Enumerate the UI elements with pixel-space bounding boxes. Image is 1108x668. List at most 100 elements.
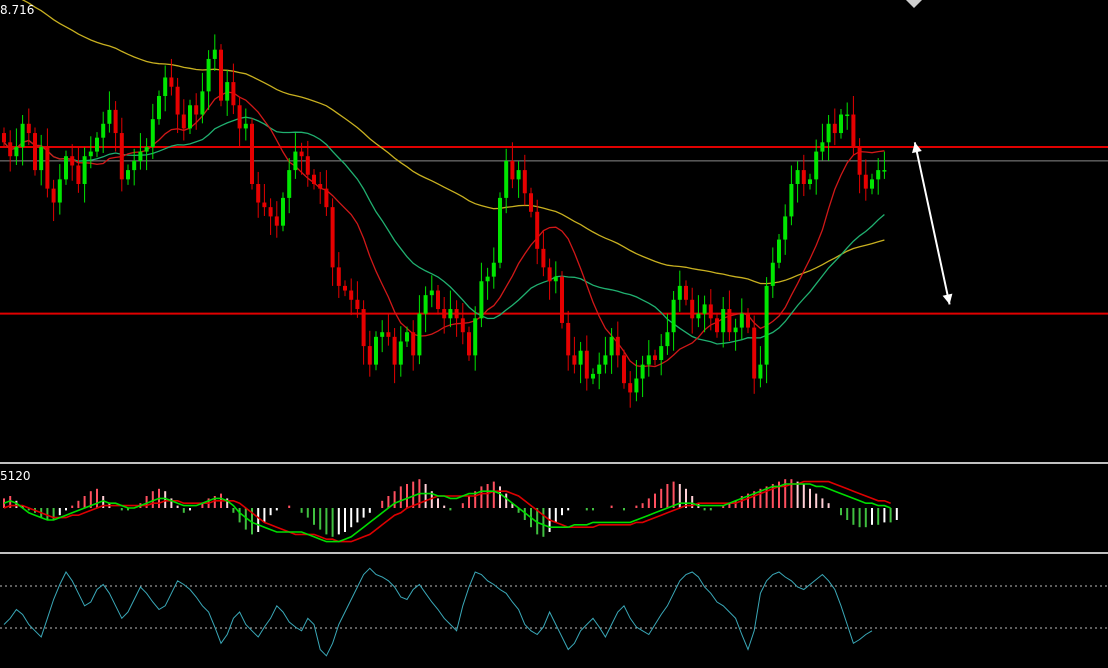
candle-125 (777, 234, 781, 269)
candle-body (82, 156, 87, 184)
candle-body (88, 151, 93, 157)
candle-13 (82, 147, 87, 203)
candle-103 (640, 355, 645, 398)
candle-141 (876, 158, 881, 195)
candle-119 (739, 298, 744, 340)
candle-body (361, 309, 366, 347)
candle-body (603, 355, 608, 365)
candle-body (646, 355, 651, 365)
candle-71 (442, 297, 447, 334)
candle-body (696, 313, 701, 319)
candle-8 (51, 179, 56, 222)
candle-body (622, 355, 626, 384)
candle-93 (578, 341, 583, 384)
candle-46 (287, 158, 292, 214)
candle-29 (181, 99, 186, 141)
arrow-up-icon (912, 142, 922, 154)
candle-109 (677, 270, 682, 312)
candle-118 (733, 318, 738, 351)
candle-33 (206, 50, 211, 110)
candle-body (293, 151, 298, 171)
candle-82 (510, 142, 515, 189)
candle-body (312, 174, 316, 184)
price-pane[interactable] (0, 0, 1108, 408)
candle-39 (243, 108, 248, 141)
candle-65 (405, 326, 409, 348)
candle-body (107, 109, 112, 124)
oscillator-pane[interactable] (0, 567, 1108, 657)
candle-body (547, 267, 552, 282)
candle-body (398, 341, 403, 365)
candle-body (671, 299, 676, 333)
candle-83 (516, 161, 521, 198)
candle-1 (8, 130, 13, 172)
candle-body (541, 248, 546, 268)
candle-body (758, 364, 763, 379)
candle-55 (343, 280, 347, 297)
candle-95 (591, 368, 595, 385)
candle-body (113, 109, 118, 134)
candle-87 (541, 230, 546, 277)
candle-body (2, 133, 6, 143)
candle-body (808, 179, 812, 184)
macd-pane[interactable] (3, 479, 898, 543)
candle-79 (491, 247, 496, 289)
candle-body (839, 114, 843, 134)
candle-0 (2, 127, 6, 148)
candle-body (677, 285, 682, 300)
candle-136 (845, 102, 850, 130)
candle-128 (795, 161, 800, 203)
candle-105 (653, 349, 657, 366)
candle-body (727, 309, 732, 333)
candle-73 (454, 300, 459, 337)
candle-body (746, 313, 750, 328)
candle-body (51, 188, 56, 203)
candle-body (405, 332, 409, 342)
candle-body (572, 355, 577, 365)
candle-body (157, 96, 161, 120)
candle-body (715, 318, 719, 333)
candle-90 (560, 271, 564, 329)
indicator-marker-icon (906, 0, 922, 8)
candle-60 (374, 331, 378, 371)
candle-body (882, 170, 887, 172)
candle-body (584, 350, 589, 379)
candle-24 (150, 103, 155, 159)
candle-28 (175, 77, 180, 134)
candle-body (33, 133, 37, 171)
candle-18 (113, 101, 118, 152)
candle-42 (262, 184, 267, 216)
candle-124 (770, 247, 775, 298)
candle-142 (882, 151, 887, 179)
candle-body (299, 151, 304, 157)
candle-body (820, 142, 825, 152)
candle-117 (727, 290, 732, 342)
candle-body (70, 156, 75, 166)
candle-25 (157, 90, 161, 125)
candle-76 (473, 306, 478, 371)
candle-53 (330, 198, 335, 286)
candle-56 (349, 278, 354, 316)
candle-38 (237, 96, 242, 147)
candle-57 (355, 281, 360, 318)
candle-body (801, 170, 806, 184)
candle-body (560, 276, 564, 323)
price-scale-label: 8.716 (0, 3, 35, 17)
candle-body (665, 332, 670, 347)
candle-body (485, 276, 490, 282)
candle-body (14, 146, 19, 157)
candle-127 (789, 165, 794, 226)
candle-35 (219, 44, 223, 107)
candle-body (460, 318, 465, 333)
candle-body (181, 114, 186, 129)
candle-body (634, 378, 639, 393)
candle-body (522, 170, 527, 194)
candle-body (219, 49, 223, 101)
candle-body (597, 364, 602, 374)
candle-body (225, 82, 230, 101)
candle-80 (498, 192, 502, 269)
candle-86 (535, 199, 540, 265)
candle-74 (460, 303, 465, 345)
